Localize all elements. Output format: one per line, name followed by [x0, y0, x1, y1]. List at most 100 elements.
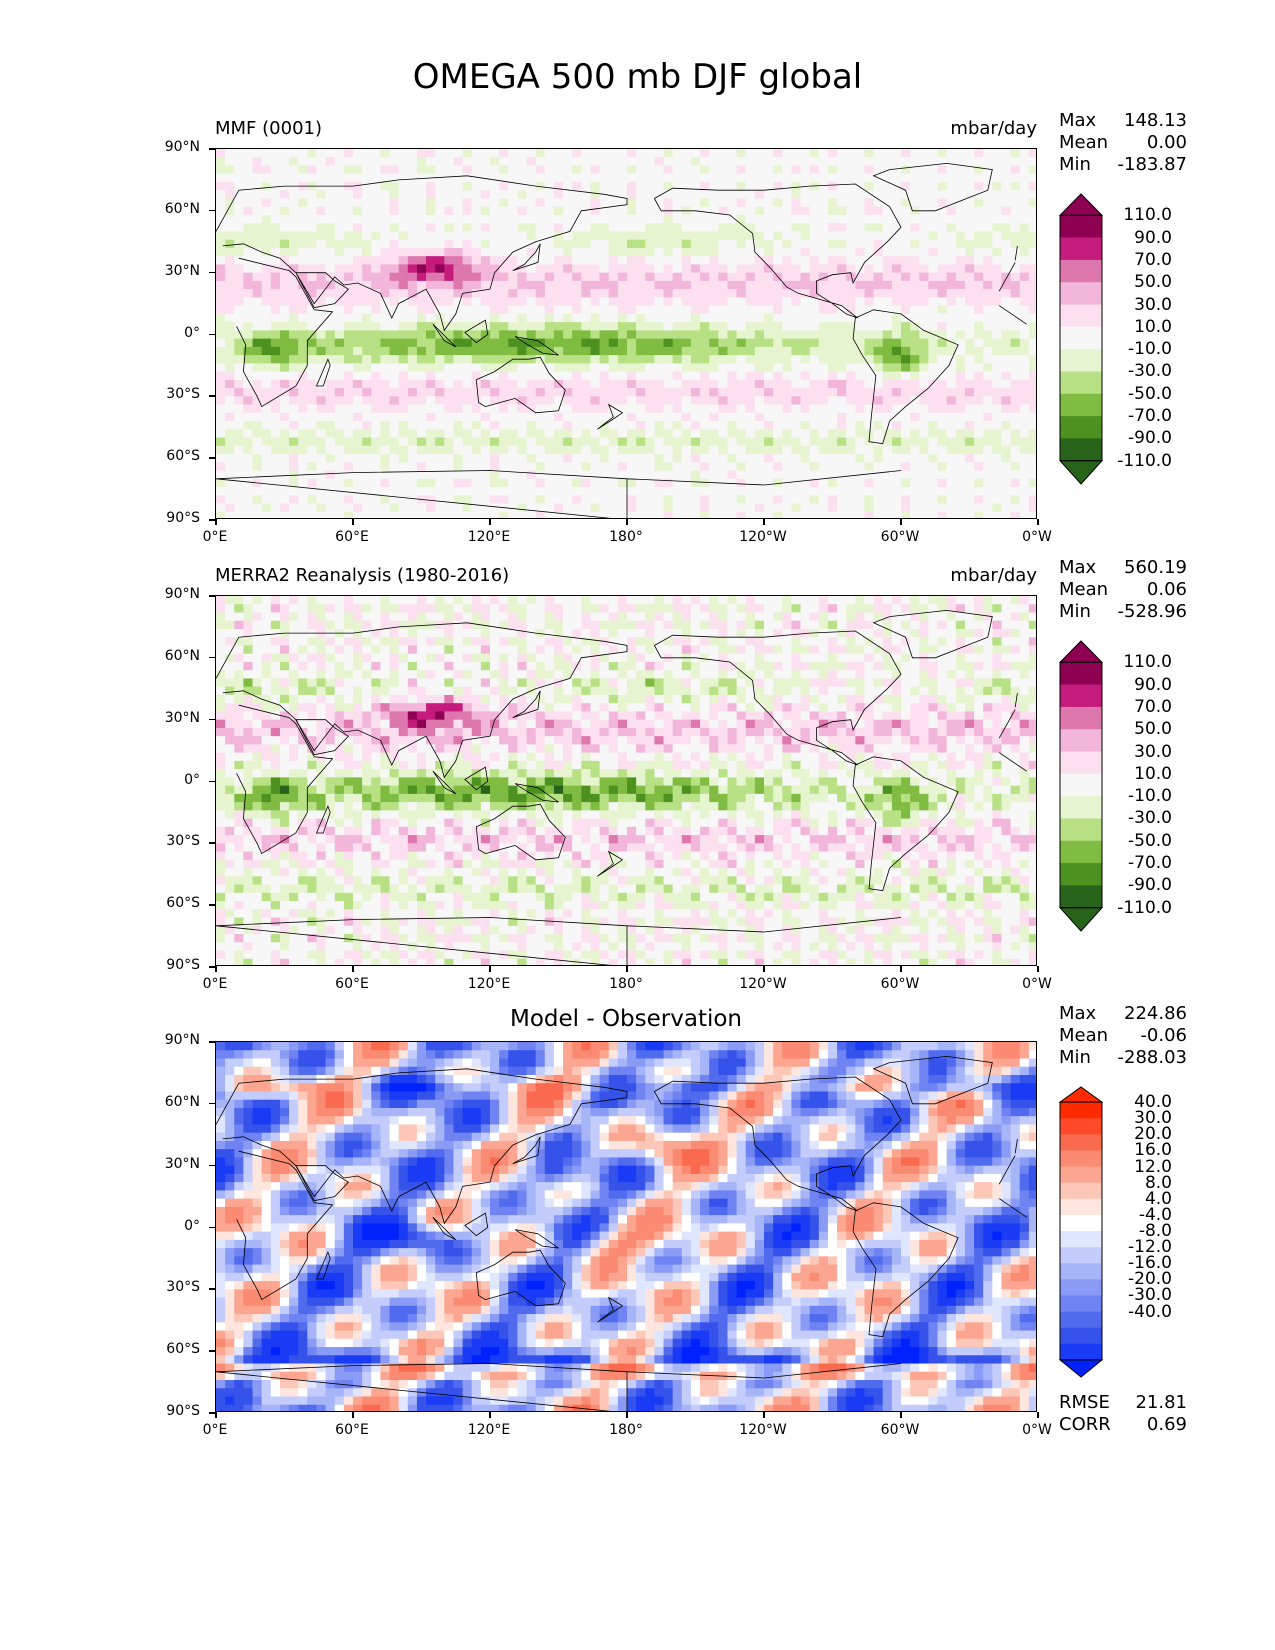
- field-cell: [773, 604, 783, 614]
- field-cell: [919, 637, 929, 647]
- field-cell: [1019, 404, 1030, 414]
- field-cell: [416, 437, 427, 447]
- field-cell: [1010, 256, 1021, 266]
- field-cell: [827, 628, 838, 638]
- field-cell: [581, 478, 592, 488]
- field-cell: [590, 297, 601, 307]
- field-cell: [809, 454, 820, 463]
- field-cell: [672, 445, 683, 455]
- field-cell: [581, 264, 592, 274]
- field-cell: [1028, 355, 1036, 364]
- colorbar-label: -90.0: [1128, 428, 1172, 449]
- field-cell: [544, 198, 555, 208]
- field-cell: [572, 322, 582, 331]
- field-cell: [261, 305, 272, 315]
- stat-value: 0.00: [1146, 132, 1187, 153]
- field-cell: [216, 157, 226, 167]
- field-cell: [407, 612, 418, 622]
- field-cell: [937, 190, 948, 200]
- field-cell: [1010, 628, 1021, 638]
- field-cell: [709, 454, 719, 463]
- field-cell: [910, 305, 920, 315]
- field-cell: [334, 173, 345, 183]
- field-cell: [261, 165, 272, 175]
- field-cell: [316, 612, 327, 622]
- field-cell: [846, 190, 856, 200]
- field-cell: [1001, 149, 1012, 158]
- field-cell: [727, 256, 738, 266]
- field-cell: [480, 511, 491, 518]
- field-cell: [818, 604, 829, 614]
- field-cell: [672, 280, 683, 290]
- field-cell: [526, 429, 537, 439]
- field-cell: [873, 355, 884, 364]
- field-cell: [873, 363, 884, 373]
- field-cell: [782, 371, 792, 381]
- field-cell: [645, 297, 655, 307]
- field-cell: [307, 478, 318, 488]
- field-cell: [234, 322, 244, 331]
- field-cell: [362, 388, 372, 397]
- field-cell: [901, 371, 911, 381]
- field-cell: [444, 421, 455, 430]
- field-cell: [599, 645, 610, 655]
- field-cell: [791, 396, 802, 406]
- field-cell: [389, 404, 400, 414]
- field-cell: [553, 437, 564, 447]
- field-cell: [974, 421, 984, 430]
- field-cell: [590, 313, 601, 323]
- field-cell: [891, 412, 902, 422]
- field-cell: [974, 206, 984, 216]
- field-cell: [261, 670, 272, 680]
- field-cell: [243, 313, 254, 323]
- field-cell: [617, 322, 628, 331]
- field-cell: [490, 379, 500, 389]
- stat-label: Min: [1059, 154, 1091, 175]
- field-cell: [800, 239, 811, 249]
- field-cell: [983, 653, 993, 663]
- field-cell: [353, 280, 363, 290]
- field-cell: [964, 445, 975, 455]
- field-cell: [398, 437, 409, 447]
- field-cell: [782, 264, 792, 274]
- field-cell: [608, 412, 619, 422]
- field-cell: [243, 604, 254, 614]
- field-cell: [462, 670, 473, 680]
- field-cell: [645, 289, 655, 298]
- field-cell: [700, 487, 710, 496]
- field-cell: [1001, 231, 1012, 241]
- field-cell: [827, 313, 838, 323]
- field-cell: [855, 454, 866, 463]
- field-cell: [718, 620, 729, 630]
- field-cell: [873, 157, 884, 167]
- field-cell: [398, 645, 409, 655]
- field-cell: [891, 379, 902, 389]
- field-cell: [1001, 478, 1012, 488]
- field-cell: [690, 247, 701, 257]
- field-cell: [681, 612, 692, 622]
- field-cell: [745, 404, 756, 414]
- field-cell: [499, 470, 509, 480]
- field-cell: [663, 322, 674, 331]
- field-cell: [627, 190, 637, 200]
- field-cell: [526, 670, 537, 680]
- field-cell: [782, 645, 792, 655]
- field-cell: [553, 637, 564, 647]
- field-cell: [764, 206, 774, 216]
- field-cell: [992, 445, 1003, 455]
- field-cell: [782, 661, 792, 671]
- field-cell: [992, 256, 1003, 266]
- field-cell: [499, 612, 509, 622]
- field-cell: [389, 421, 400, 430]
- field-cell: [919, 620, 929, 630]
- field-cell: [490, 165, 500, 175]
- field-cell: [891, 173, 902, 183]
- field-cell: [225, 454, 235, 463]
- field-cell: [718, 272, 729, 282]
- field-cell: [745, 190, 756, 200]
- field-cell: [1028, 231, 1036, 241]
- field-cell: [471, 355, 482, 364]
- field-cell: [809, 412, 820, 422]
- field-cell: [407, 157, 418, 167]
- field-cell: [645, 445, 655, 455]
